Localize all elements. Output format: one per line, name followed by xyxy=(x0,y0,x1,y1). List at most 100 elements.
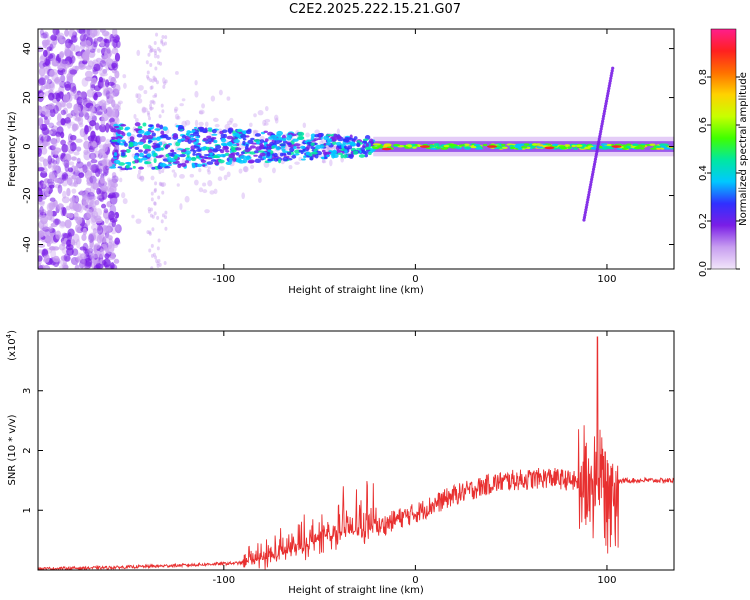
spectrogram-cell xyxy=(225,150,230,153)
spectrogram-cell xyxy=(245,129,252,135)
spectrogram-cell xyxy=(42,139,47,149)
spectrogram-cell xyxy=(263,130,269,134)
spectrogram-cell xyxy=(122,198,128,205)
spectrogram-cell xyxy=(135,117,139,123)
spectrogram-cell xyxy=(65,205,71,211)
spectrogram-cell xyxy=(294,161,300,165)
spectrogram-cell xyxy=(204,121,209,127)
spectrogram-cell xyxy=(519,143,524,146)
spectrogram-cell xyxy=(139,152,144,158)
spectrogram-cell xyxy=(154,78,158,83)
spectrogram-cell xyxy=(475,145,482,148)
spectrogram-cell xyxy=(184,160,189,164)
spectrogram-cell xyxy=(482,143,488,147)
spectrogram-cell xyxy=(105,122,110,133)
spectrogram-cell xyxy=(344,149,348,154)
spectrogram-cell xyxy=(38,264,44,269)
spectrogram-cell xyxy=(237,129,242,132)
spectrogram-cell xyxy=(76,161,84,169)
spectrogram-cell xyxy=(153,201,157,206)
spectrogram-cell xyxy=(164,166,171,169)
spectrogram-cell xyxy=(88,164,96,171)
spectrogram-cell xyxy=(93,243,101,249)
spectrogram-cell xyxy=(102,260,107,266)
spectrogram-cell xyxy=(191,129,196,133)
spectrogram-cell xyxy=(51,143,57,151)
spectrogram-cell xyxy=(436,145,445,148)
spectrogram-cell xyxy=(212,154,219,159)
spectrogram-cell xyxy=(599,127,603,131)
spectrogram-cell xyxy=(602,109,607,113)
spectrogram-cell xyxy=(80,256,86,267)
spectrogram-cell xyxy=(286,142,292,145)
spectrogram-cell xyxy=(51,125,58,131)
spectrogram-cell xyxy=(95,111,103,116)
spectrogram-cell xyxy=(601,114,606,118)
spectrogram-cell xyxy=(143,89,148,95)
spectrogram-cell xyxy=(273,137,280,141)
spectrogram-cell xyxy=(185,156,192,162)
spectrogram-cell xyxy=(159,135,167,138)
spectrogram-cell xyxy=(298,156,303,162)
spectrogram-cell xyxy=(597,137,601,141)
spectrogram-cell xyxy=(114,237,121,245)
spectrogram-cell xyxy=(38,66,46,77)
spectrogram-cell xyxy=(222,145,229,151)
spectrogram-cell xyxy=(115,224,122,234)
spectrogram-cell xyxy=(38,265,44,269)
spectrogram-cell xyxy=(592,162,597,166)
spectrogram-cell xyxy=(580,146,585,149)
spectrogram-cell xyxy=(90,224,99,231)
spectrogram-cell xyxy=(610,71,614,75)
spectrogram-cell xyxy=(156,261,160,266)
spectrogram-cell xyxy=(87,196,96,202)
spectrogram-cell xyxy=(129,136,135,142)
spectrogram-cell xyxy=(151,227,155,232)
spectrogram-cell xyxy=(293,143,301,147)
spectrogram-cell xyxy=(321,160,327,164)
spectrogram-cell xyxy=(433,143,440,146)
spectrogram-cell xyxy=(194,79,198,86)
spectrogram-cell xyxy=(135,218,142,224)
spectrogram-cell xyxy=(356,147,361,151)
spectrogram-cell xyxy=(300,158,306,161)
spectrogram-cell xyxy=(160,182,167,187)
spectrogram-cell xyxy=(39,206,44,216)
spectrogram-cell xyxy=(167,163,172,167)
spectrogram-cell xyxy=(160,219,164,224)
spectrogram-cell xyxy=(93,63,101,72)
spectrogram-cell xyxy=(79,34,87,42)
spectrogram-cell xyxy=(44,43,52,51)
spectrogram-cell xyxy=(590,147,596,150)
spectrogram-cell xyxy=(253,154,258,157)
spectrogram-cell xyxy=(104,247,110,253)
spectrogram-cell xyxy=(146,163,150,168)
spectrogram-cell xyxy=(331,141,337,145)
spectrogram-cell xyxy=(323,135,330,141)
spectrogram-cell xyxy=(82,59,88,65)
spectrogram-cell xyxy=(141,106,147,114)
spectrogram-cell xyxy=(176,115,181,120)
spectrogram-cell xyxy=(282,150,289,154)
spectrogram-cell xyxy=(46,202,54,212)
spectrogram-cell xyxy=(98,76,104,83)
spectrogram-cell xyxy=(57,203,64,210)
spectrogram-cell xyxy=(138,176,142,180)
spectrogram-cell xyxy=(67,121,76,126)
spectrogram-cell xyxy=(125,148,131,153)
spectrogram-cell xyxy=(247,160,255,164)
spectrogram-cell xyxy=(129,141,134,147)
spectrogram-cell xyxy=(75,51,83,57)
spectrogram-cell xyxy=(159,182,163,187)
spectrogram-cell xyxy=(342,154,348,159)
spectrogram-cell xyxy=(474,147,483,150)
spectrogram-cell xyxy=(151,166,156,170)
spectrogram-cell xyxy=(44,234,53,242)
spectrogram-y-tick-label: 20 xyxy=(22,91,33,104)
spectrogram-cell xyxy=(101,103,107,111)
spectrogram-y-tick-label: 0 xyxy=(22,143,33,149)
spectrogram-cell xyxy=(38,181,44,192)
spectrogram-cell xyxy=(193,141,198,145)
spectrogram-cell xyxy=(640,144,646,148)
spectrogram-cell xyxy=(242,140,246,146)
